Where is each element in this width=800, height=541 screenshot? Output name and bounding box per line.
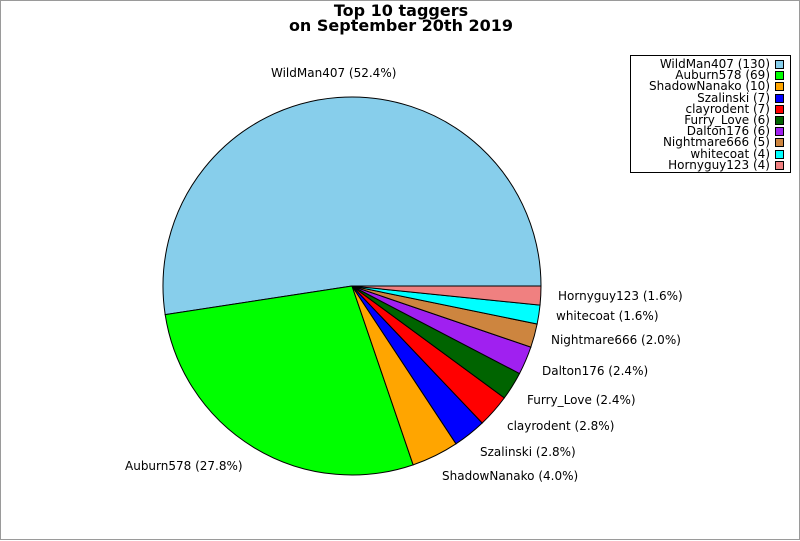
legend-entry-hornyguy123: Hornyguy123 (4) (635, 157, 784, 172)
legend-swatch (775, 93, 784, 103)
chart-title-line-1: Top 10 taggers (333, 1, 469, 20)
slice-label-nightmare666: Nightmare666 (2.0%) (551, 333, 681, 347)
legend-label: Nightmare666 (5) (662, 135, 770, 150)
legend-swatch (775, 160, 784, 170)
legend-entry-dalton176: Dalton176 (6) (635, 124, 784, 139)
slice-label-auburn578: Auburn578 (27.8%) (125, 459, 243, 473)
legend: WildMan407 (130) Auburn578 (69) ShadowNana… (630, 55, 791, 173)
legend-label: Hornyguy123 (4) (668, 157, 770, 172)
legend-swatch (775, 116, 784, 126)
legend-entry-auburn578: Auburn578 (69) (635, 68, 784, 83)
legend-label: Furry_Love (6) (684, 113, 770, 128)
chart-title: Top 10 taggers on September 20th 2019 (1, 1, 800, 35)
slice-label-clayrodent: clayrodent (2.8%) (507, 419, 614, 433)
legend-label: Auburn578 (69) (675, 68, 770, 83)
slice-label-szalinski: Szalinski (2.8%) (480, 445, 576, 459)
pie-slice-hornyguy123 (351, 285, 542, 306)
slice-label-furry-love: Furry_Love (2.4%) (527, 393, 636, 407)
legend-entry-szalinski: Szalinski (7) (635, 90, 784, 105)
legend-entry-clayrodent: clayrodent (7) (635, 101, 784, 116)
legend-entry-wildman407: WildMan407 (130) (635, 57, 784, 72)
legend-label: Szalinski (7) (697, 90, 770, 105)
legend-entry-whitecoat: whitecoat (4) (635, 146, 784, 161)
slice-label-dalton176: Dalton176 (2.4%) (542, 364, 648, 378)
legend-label: whitecoat (4) (690, 146, 770, 161)
slice-label-whitecoat: whitecoat (1.6%) (556, 309, 659, 323)
legend-swatch (775, 82, 784, 92)
legend-entry-furry-love: Furry_Love (6) (635, 113, 784, 128)
legend-swatch (775, 149, 784, 159)
chart-title-line-2: on September 20th 2019 (288, 16, 514, 35)
slice-label-shadownanako: ShadowNanako (4.0%) (442, 469, 578, 483)
pie-slice-auburn578 (164, 285, 414, 476)
legend-label: Dalton176 (6) (686, 124, 770, 139)
legend-swatch (775, 127, 784, 137)
legend-swatch (775, 104, 784, 114)
legend-entry-nightmare666: Nightmare666 (5) (635, 135, 784, 150)
legend-label: clayrodent (7) (685, 101, 770, 116)
pie-slice-wildman407 (162, 96, 542, 316)
legend-label: ShadowNanako (10) (649, 79, 770, 94)
legend-swatch (775, 60, 784, 70)
slice-label-hornyguy123: Hornyguy123 (1.6%) (558, 289, 683, 303)
legend-entry-shadownanako: ShadowNanako (10) (635, 79, 784, 94)
legend-swatch (775, 138, 784, 148)
legend-swatch (775, 71, 784, 81)
legend-label: WildMan407 (130) (659, 57, 770, 72)
slice-label-wildman407: WildMan407 (52.4%) (271, 66, 396, 80)
